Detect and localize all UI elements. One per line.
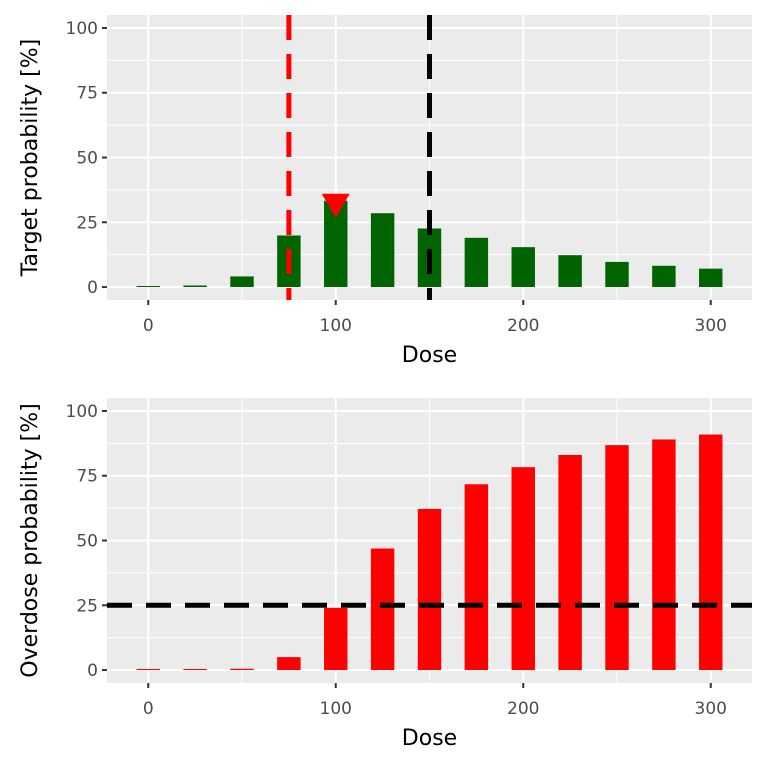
x-tick-label: 200 (507, 699, 539, 719)
y-tick-label: 0 (87, 661, 98, 681)
y-tick-label: 0 (87, 278, 98, 298)
x-tick-label: 100 (320, 316, 352, 336)
bar-dose-0 (136, 286, 160, 288)
panel-2: 0 100 200 300 0 25 50 75 100 Dose Overdose probabi… (18, 398, 752, 751)
y-tick-label: 50 (76, 149, 98, 169)
y-tick-label: 25 (76, 213, 98, 233)
bar-dose-275 (652, 439, 676, 671)
bar-dose-175 (464, 237, 489, 288)
x-tick-label: 300 (695, 316, 727, 336)
y-tick-label: 50 (76, 532, 98, 552)
y-axis-label: Overdose probability [%] (18, 403, 43, 677)
bar-dose-275 (652, 265, 676, 288)
y-tick-label: 100 (66, 402, 98, 422)
bar-dose-50 (230, 668, 254, 671)
y-tick-label: 75 (76, 84, 98, 104)
x-tick-label: 0 (143, 699, 154, 719)
bar-dose-250 (605, 261, 629, 288)
bar-dose-125 (370, 548, 395, 671)
bar-dose-75 (277, 657, 301, 671)
x-tick-label: 300 (695, 699, 727, 719)
x-axis-label: Dose (402, 343, 457, 368)
bar-dose-100 (324, 200, 348, 288)
bar-dose-50 (230, 276, 254, 288)
bar-dose-200 (511, 467, 535, 671)
bar-dose-175 (464, 484, 489, 671)
y-tick-label: 100 (66, 19, 98, 39)
bar-dose-300 (699, 434, 723, 671)
y-axis-label: Target probability [%] (18, 39, 43, 278)
panel-1: 0 100 200 300 0 25 50 75 100 Dose Target probabili… (18, 15, 752, 368)
bar-dose-25 (183, 285, 207, 288)
bar-dose-200 (511, 247, 535, 288)
bar-dose-225 (558, 255, 582, 288)
bar-dose-125 (370, 213, 395, 288)
bar-dose-225 (558, 455, 582, 671)
x-tick-label: 100 (320, 699, 352, 719)
y-tick-label: 75 (76, 467, 98, 487)
bar-dose-25 (183, 669, 207, 671)
recommended-dose-marker (321, 193, 350, 218)
x-tick-label: 0 (143, 316, 154, 336)
bar-dose-250 (605, 445, 629, 671)
x-axis-label: Dose (402, 726, 457, 751)
bar-dose-150 (417, 508, 442, 671)
x-tick-label: 200 (507, 316, 539, 336)
bar-dose-0 (136, 669, 160, 671)
bar-dose-100 (324, 607, 348, 671)
bar-dose-300 (699, 268, 723, 288)
y-tick-label: 25 (76, 596, 98, 616)
